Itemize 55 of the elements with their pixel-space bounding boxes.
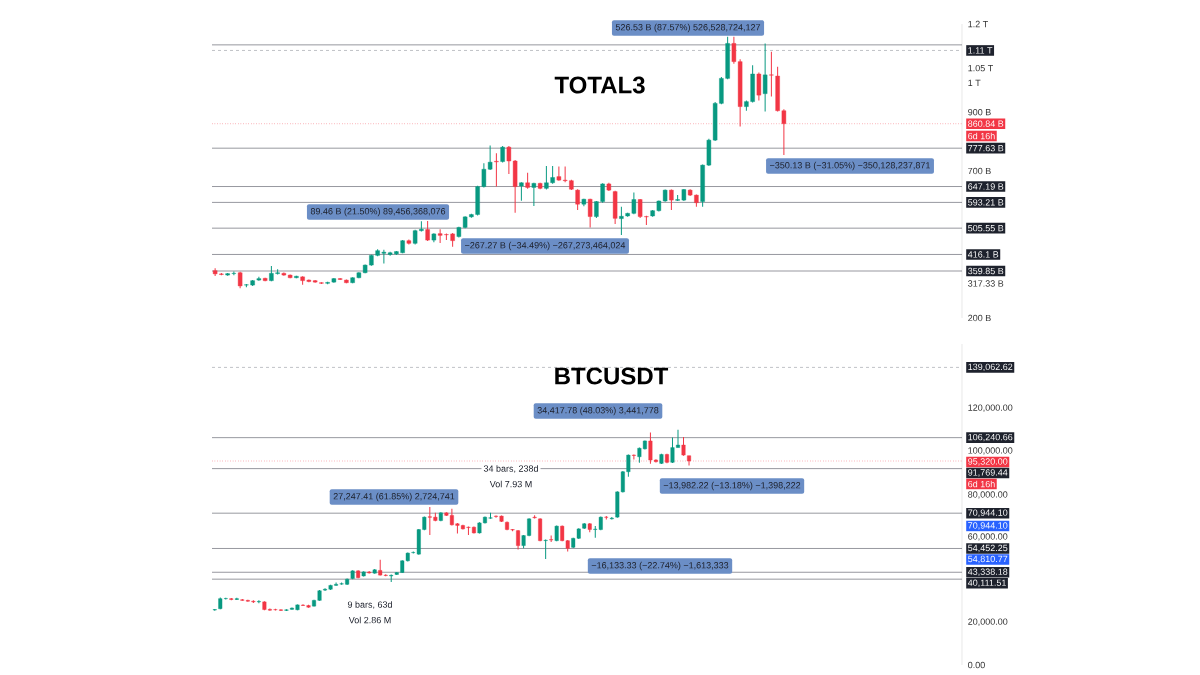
annotation: −350.13 B (−31.05%) −350,128,237,871 xyxy=(770,161,930,171)
annotation: 9 bars, 63d xyxy=(347,601,392,609)
text: TOTAL3 xyxy=(554,76,645,94)
ref-line-label: 43,338.18 xyxy=(967,568,1008,576)
y-tick-label: 200 B xyxy=(968,314,991,322)
candlestick xyxy=(669,189,674,211)
ref-line-label: 54,452.25 xyxy=(968,544,1008,553)
text: 70,944.10 xyxy=(968,522,1008,530)
text: 6d 16h xyxy=(968,480,995,488)
annotation: 34 bars, 238d xyxy=(483,465,538,473)
ref-line-label: 860.84 B xyxy=(968,120,1004,127)
ref-line-label: 91,769.44 xyxy=(968,469,1008,477)
candlestick xyxy=(519,181,524,202)
ref-line-label: 106,240.66 xyxy=(968,433,1013,442)
ref-line-label: 416.1 B xyxy=(967,251,999,258)
annotation: −13,982.22 (−13.18%) −1,398,222 xyxy=(663,481,801,491)
candlestick xyxy=(756,72,762,101)
ref-line-label: 139,062.62 xyxy=(968,363,1013,372)
ref-line-label: 1.11 T xyxy=(968,47,993,54)
annotation: 526.53 B (87.57%) 526,528,724,127 xyxy=(615,23,761,33)
text: BTCUSDT xyxy=(555,367,669,385)
y-tick-label: 317.33 B xyxy=(968,280,1004,287)
candlestick xyxy=(425,220,430,242)
ref-line-label: 359.85 B xyxy=(968,267,1004,275)
annotation: −267.27 B (−34.49%) −267,273,464,024 xyxy=(465,241,626,251)
candlestick xyxy=(494,152,499,188)
y-tick-label: 120,000.00 xyxy=(968,404,1013,412)
y-tick-label: 80,000.00 xyxy=(968,491,1008,499)
annotation: Vol 7.93 M xyxy=(489,480,532,488)
annotation: Vol 2.86 M xyxy=(348,616,391,624)
ref-line-label: 777.63 B xyxy=(968,144,1004,152)
text: 6d 16h xyxy=(968,132,995,140)
annotation: 89.46 B (21.50%) 89,456,368,076 xyxy=(310,207,446,217)
y-tick-label: 1.2 T xyxy=(968,20,988,28)
text: 54,810.77 xyxy=(968,555,1008,564)
candlestick xyxy=(587,198,593,228)
y-tick-label: 900 B xyxy=(968,109,991,116)
ref-line-label: 70,944.10 xyxy=(968,509,1008,517)
candlestick xyxy=(543,539,548,560)
y-tick-label: 1.05 T xyxy=(968,64,993,72)
candlestick xyxy=(762,42,768,113)
ref-line-label: 95,320.00 xyxy=(968,458,1008,466)
ref-line-label: 40,111.51 xyxy=(967,579,1006,587)
ref-line-label: 593.21 B xyxy=(968,199,1004,206)
ref-line-label: 505.55 B xyxy=(968,224,1004,232)
y-tick-label: 20,000.00 xyxy=(968,618,1008,626)
y-tick-label: 0.00 xyxy=(968,661,985,669)
y-tick-label: 60,000.00 xyxy=(968,533,1008,541)
y-tick-label: 1 T xyxy=(968,79,981,86)
ref-line-label: 647.19 B xyxy=(968,183,1004,190)
y-tick-label: 100,000.00 xyxy=(968,447,1013,455)
annotation: 34,417.78 (48.03%) 3,441,778 xyxy=(537,406,659,416)
y-tick-label: 700 B xyxy=(968,167,991,175)
annotation: 27,247.41 (61.85%) 2,724,741 xyxy=(333,492,455,502)
annotation: −16,133.33 (−22.74%) −1,613,333 xyxy=(591,561,729,571)
